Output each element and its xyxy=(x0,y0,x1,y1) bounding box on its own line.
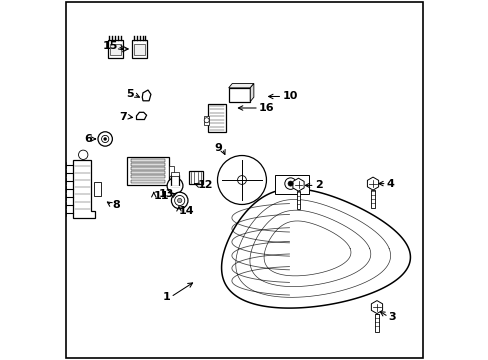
Bar xyxy=(296,191,300,209)
Text: 13: 13 xyxy=(159,189,174,199)
Bar xyxy=(127,157,168,185)
Circle shape xyxy=(167,178,183,194)
Bar xyxy=(131,180,165,183)
Text: 9: 9 xyxy=(214,143,222,153)
Circle shape xyxy=(171,192,187,209)
Bar xyxy=(107,40,122,58)
Polygon shape xyxy=(292,178,304,191)
Polygon shape xyxy=(221,189,409,308)
Bar xyxy=(134,44,145,55)
Polygon shape xyxy=(228,84,253,88)
Circle shape xyxy=(204,118,209,123)
Bar xyxy=(171,172,178,176)
Circle shape xyxy=(79,150,88,159)
Text: 1: 1 xyxy=(163,292,170,302)
Text: 11: 11 xyxy=(153,191,169,201)
Bar xyxy=(110,44,121,55)
Circle shape xyxy=(237,176,246,184)
Bar xyxy=(168,166,174,176)
Text: 15: 15 xyxy=(102,41,118,51)
Text: 2: 2 xyxy=(314,180,322,190)
Text: 4: 4 xyxy=(386,179,394,189)
Circle shape xyxy=(284,178,296,189)
Bar xyxy=(132,40,147,58)
Circle shape xyxy=(102,135,108,143)
Bar xyxy=(370,190,374,208)
Bar xyxy=(275,175,309,194)
Polygon shape xyxy=(73,160,95,218)
Bar xyxy=(131,167,165,170)
Circle shape xyxy=(103,138,106,140)
Bar xyxy=(204,116,209,125)
Circle shape xyxy=(174,195,184,206)
Bar xyxy=(374,314,378,332)
Bar xyxy=(228,88,250,102)
Text: 3: 3 xyxy=(387,312,395,322)
Circle shape xyxy=(98,132,112,146)
Bar xyxy=(131,175,165,178)
Polygon shape xyxy=(366,177,378,190)
Bar xyxy=(171,175,178,186)
Bar xyxy=(131,171,165,174)
Bar xyxy=(188,171,203,184)
Text: 10: 10 xyxy=(282,91,297,102)
Text: 12: 12 xyxy=(197,180,213,190)
Text: 16: 16 xyxy=(258,103,274,113)
Bar xyxy=(131,163,165,166)
Polygon shape xyxy=(136,112,146,120)
Text: 7: 7 xyxy=(120,112,127,122)
Bar xyxy=(94,182,101,196)
Polygon shape xyxy=(250,84,253,102)
Text: 5: 5 xyxy=(126,89,133,99)
Bar xyxy=(208,104,225,132)
Text: 6: 6 xyxy=(84,134,92,144)
Circle shape xyxy=(287,181,292,186)
Bar xyxy=(131,159,165,162)
Circle shape xyxy=(217,156,266,204)
Text: 8: 8 xyxy=(112,200,120,210)
Text: 14: 14 xyxy=(179,206,194,216)
Polygon shape xyxy=(370,301,382,314)
Polygon shape xyxy=(142,90,151,101)
Circle shape xyxy=(177,198,182,203)
